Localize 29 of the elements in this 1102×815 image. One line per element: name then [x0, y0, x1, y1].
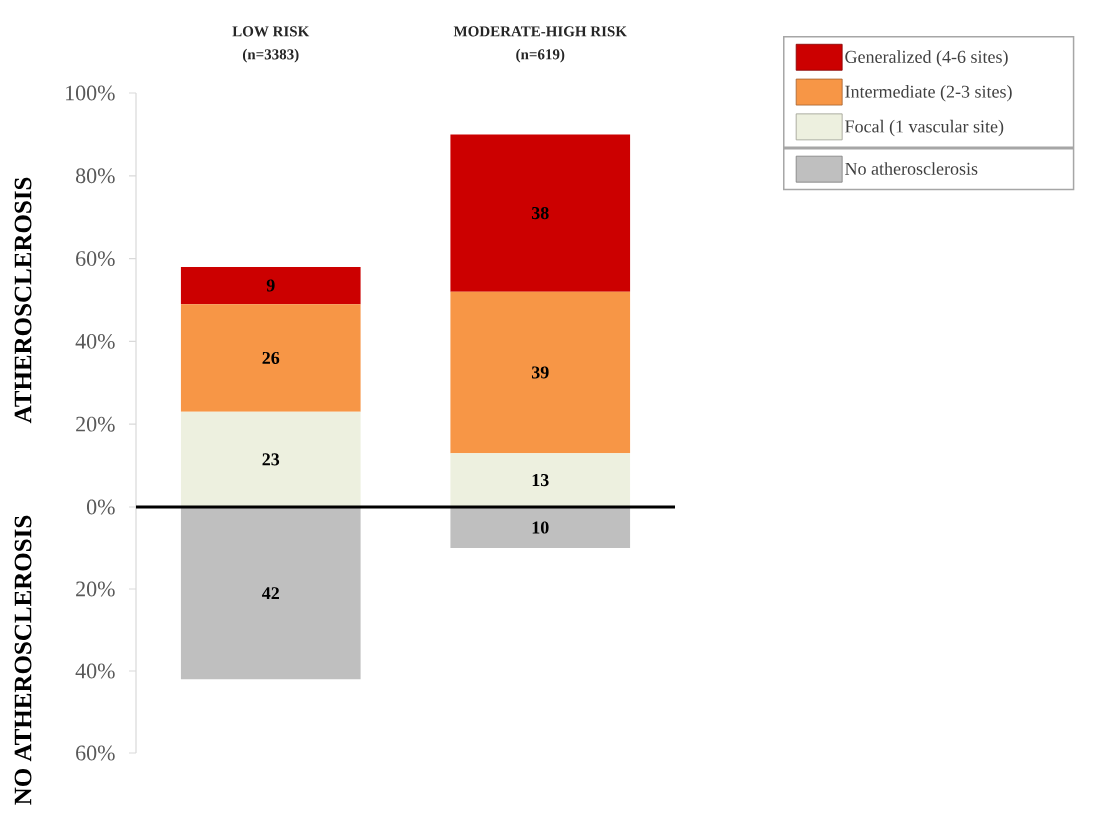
y-tick-label: 40%: [75, 333, 115, 349]
bar: [450, 291, 631, 454]
legend-label: No atherosclerosis: [845, 162, 978, 175]
legend-label: Focal (1 vascular site): [845, 119, 1004, 137]
x-tick-label: LOW RISK (n=3383): [232, 26, 310, 63]
y-tick-label: 100%: [66, 85, 115, 101]
data-label: 13: [532, 474, 549, 487]
y-tick-label: 0%: [86, 499, 115, 515]
bar: [180, 266, 361, 305]
data-label: 26: [262, 351, 280, 364]
data-label: 23: [262, 453, 280, 466]
y-tick-label: 20%: [76, 581, 115, 597]
data-label: 42: [262, 587, 279, 600]
y-tick-label: 40%: [75, 663, 115, 679]
y-tick-label: 60%: [76, 745, 115, 761]
y-tick-label: 60%: [76, 251, 115, 267]
x-tick-label: MODERATE-HIGH RISK (n=619): [453, 26, 627, 63]
bar: [450, 134, 631, 292]
y-axis-title: NO ATHEROSCLEROSIS: [14, 515, 32, 805]
y-axis-title: ATHEROSCLEROSIS: [14, 177, 32, 424]
data-label: 39: [531, 366, 549, 379]
data-label: 9: [266, 279, 275, 292]
legend-label: Generalized (4-6 sites): [845, 50, 1008, 67]
bar: [180, 304, 361, 412]
data-label: 38: [531, 206, 549, 220]
legend-label: Intermediate (2-3 sites): [845, 85, 1012, 102]
y-tick-label: 80%: [75, 168, 115, 184]
data-label: 10: [532, 521, 549, 534]
y-tick-label: 20%: [76, 416, 115, 432]
